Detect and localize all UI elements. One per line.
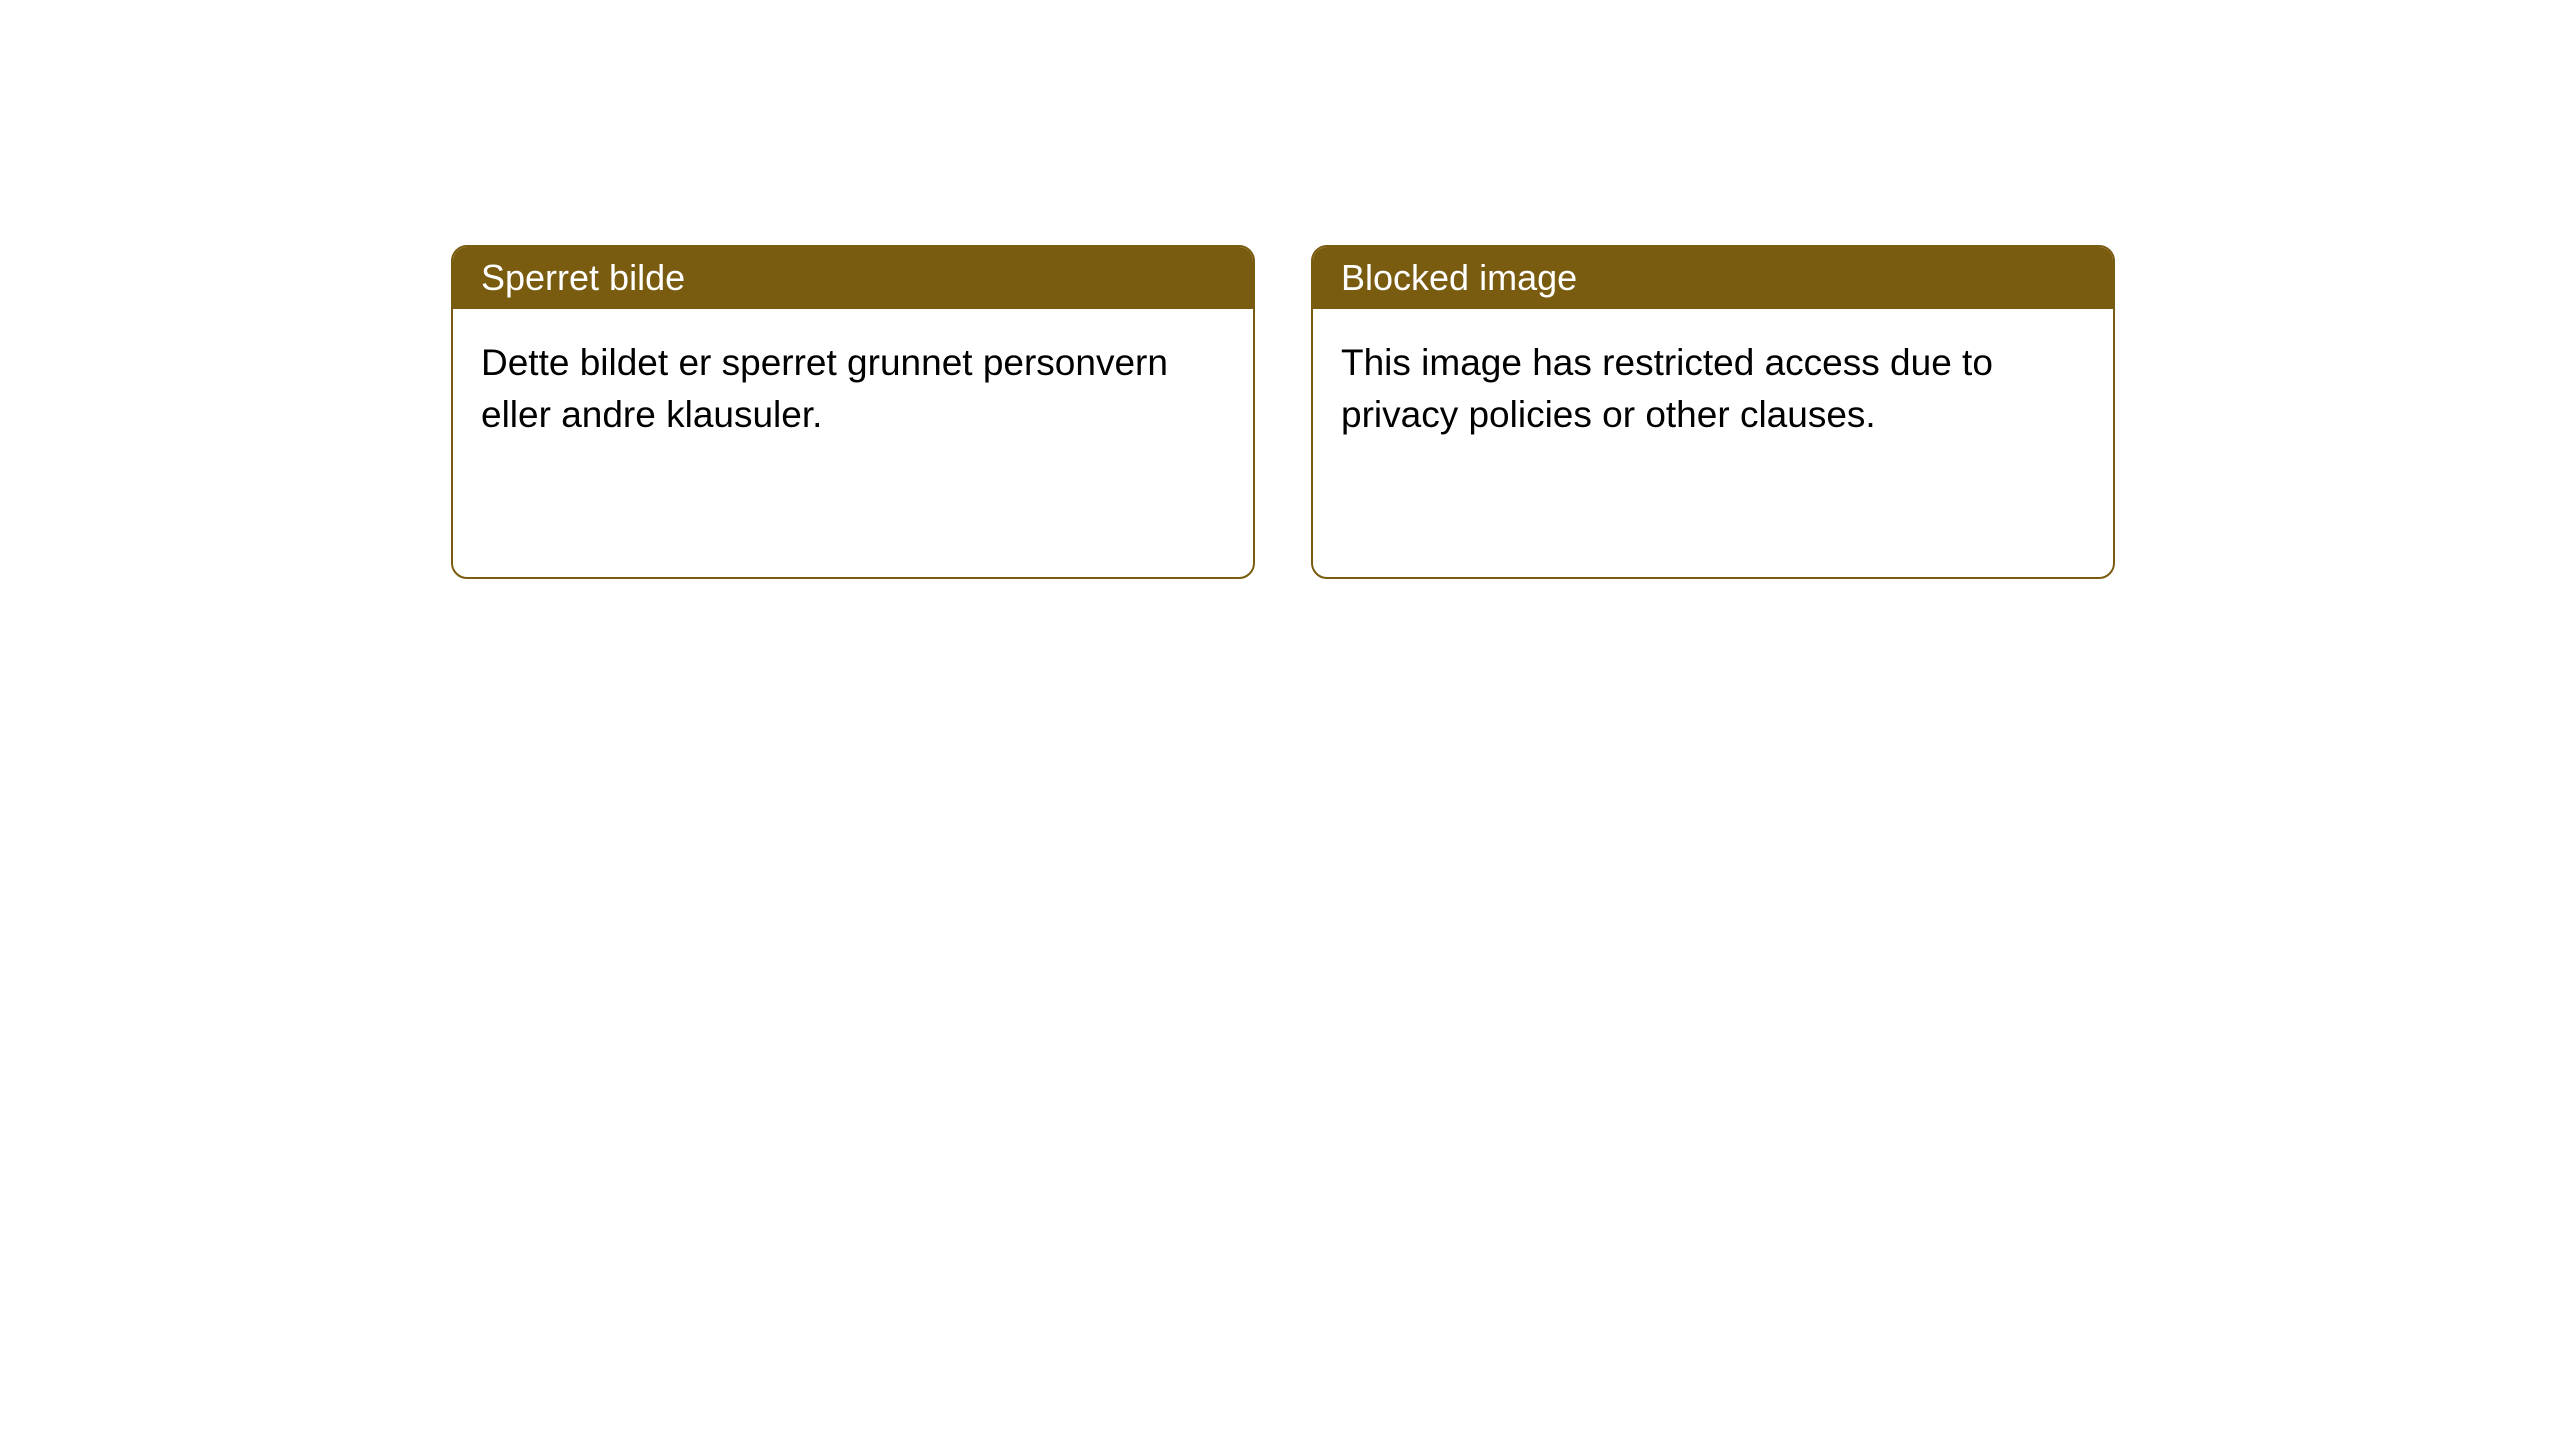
notice-header: Blocked image (1313, 247, 2113, 309)
notice-container: Sperret bilde Dette bildet er sperret gr… (0, 0, 2560, 579)
notice-body: This image has restricted access due to … (1313, 309, 2113, 469)
notice-header: Sperret bilde (453, 247, 1253, 309)
notice-body-text: This image has restricted access due to … (1341, 342, 1993, 435)
notice-body: Dette bildet er sperret grunnet personve… (453, 309, 1253, 469)
notice-title: Blocked image (1341, 257, 1577, 298)
notice-title: Sperret bilde (481, 257, 685, 298)
notice-card-norwegian: Sperret bilde Dette bildet er sperret gr… (451, 245, 1255, 579)
notice-body-text: Dette bildet er sperret grunnet personve… (481, 342, 1168, 435)
notice-card-english: Blocked image This image has restricted … (1311, 245, 2115, 579)
